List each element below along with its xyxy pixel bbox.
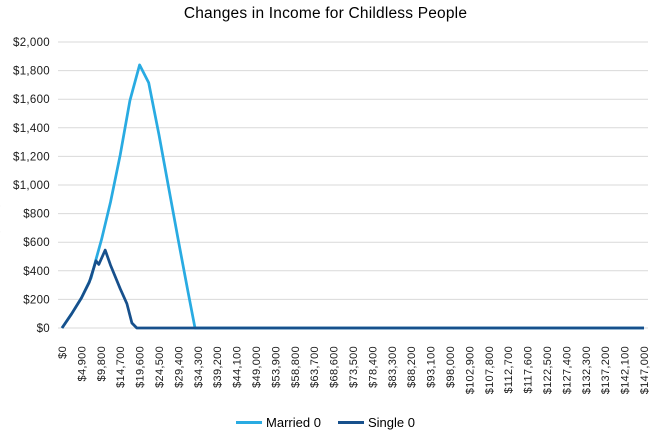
x-tick-label: $102,900: [464, 346, 476, 394]
legend-item-single: Single 0: [337, 415, 415, 430]
series-line-married: [60, 63, 644, 330]
legend-label-married: Married 0: [266, 415, 321, 430]
x-tick-label: $107,800: [484, 346, 496, 394]
x-tick-label: $24,500: [154, 346, 166, 388]
x-tick-label: $58,800: [290, 346, 302, 388]
x-tick-label: $93,100: [426, 346, 438, 388]
y-tick-label: $1,200: [13, 151, 50, 163]
x-tick-label: $53,900: [270, 346, 282, 388]
x-tick-label: $0: [57, 346, 69, 359]
legend-swatch-married: [236, 421, 263, 424]
y-axis-title-fragment: (: [0, 200, 1, 234]
y-tick-label: $800: [23, 209, 50, 221]
x-tick-label: $112,700: [503, 346, 515, 393]
x-tick-label: $63,700: [309, 346, 321, 388]
x-tick-label: $73,500: [348, 346, 360, 388]
y-tick-label: $1,800: [13, 66, 50, 78]
series-line-single: [60, 248, 644, 330]
x-tick-label: $122,500: [542, 346, 554, 394]
x-tick-label: $9,800: [96, 346, 108, 381]
x-tick-label: $29,400: [173, 346, 185, 388]
x-tick-label: $147,000: [639, 346, 651, 394]
x-tick-label: $132,300: [581, 346, 593, 394]
y-tick-label: $2,000: [13, 37, 50, 49]
y-tick-label: $600: [23, 237, 50, 249]
x-tick-label: $44,100: [232, 346, 244, 388]
x-tick-label: $14,700: [115, 346, 127, 388]
legend-label-single: Single 0: [367, 415, 415, 430]
x-tick-label: $88,200: [406, 346, 418, 388]
y-tick-label: $400: [23, 266, 50, 278]
x-tick-label: $142,100: [620, 346, 632, 394]
legend-swatch-single: [337, 421, 364, 424]
x-tick-label: $4,900: [76, 346, 88, 381]
y-tick-label: $1,400: [13, 123, 50, 135]
x-tick-label: $83,300: [387, 346, 399, 388]
legend: Married 0 Single 0: [0, 415, 651, 430]
x-tick-label: $98,000: [445, 346, 457, 388]
x-tick-label: $127,400: [561, 346, 573, 394]
x-tick-label: $49,000: [251, 346, 263, 388]
chart-title: Changes in Income for Childless People: [183, 5, 468, 22]
y-tick-label: $0: [37, 323, 50, 335]
x-tick-label: $68,600: [329, 346, 341, 388]
y-tick-label: $200: [23, 294, 50, 306]
x-tick-label: $137,200: [600, 346, 612, 394]
x-tick-label: $78,400: [367, 346, 379, 388]
x-tick-label: $117,600: [523, 346, 535, 393]
x-tick-label: $39,200: [212, 346, 224, 388]
y-tick-label: $1,600: [13, 94, 50, 106]
x-tick-label: $19,600: [135, 346, 147, 388]
x-tick-label: $34,300: [193, 346, 205, 388]
y-tick-label: $1,000: [13, 180, 50, 192]
legend-item-married: Married 0: [236, 415, 321, 430]
